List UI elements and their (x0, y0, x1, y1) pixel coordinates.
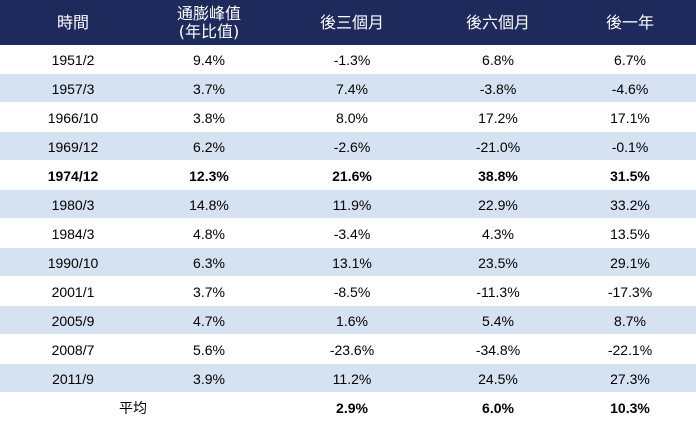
after-1y-cell: 8.7% (614, 312, 646, 329)
date-cell: 2005/9 (51, 312, 95, 329)
date-cell: 1990/10 (47, 254, 99, 271)
after-3m-cell: 7.4% (336, 80, 368, 97)
date-cell: 2001/1 (51, 283, 95, 300)
peak-cell: 4.8% (193, 225, 225, 242)
after-6m-cell: 24.5% (478, 370, 518, 387)
after-6m-cell: 38.8% (478, 167, 518, 184)
date-cell: 1951/2 (51, 51, 95, 68)
table-row: 1990/10 6.3% 13.1% 23.5% 29.1% (0, 248, 696, 277)
after-6m-cell: -34.8% (475, 341, 521, 358)
table-row: 2011/9 3.9% 11.2% 24.5% 27.3% (0, 364, 696, 393)
date-cell: 1974/12 (47, 167, 99, 184)
after-3m-cell: 11.2% (332, 370, 372, 387)
after-1y-cell: 6.7% (614, 51, 646, 68)
header-date: 時間 (56, 12, 89, 32)
table-row: 1951/2 9.4% -1.3% 6.8% 6.7% (0, 45, 696, 74)
after-1y-cell: -0.1% (611, 138, 649, 155)
after-3m-cell: 21.6% (332, 167, 372, 184)
after-3m-cell: -2.6% (333, 138, 371, 155)
after-1y-cell: 17.1% (610, 109, 650, 126)
date-cell: 2008/7 (51, 341, 95, 358)
after-6m-cell: -21.0% (475, 138, 521, 155)
after-1y-cell: 29.1% (610, 254, 650, 271)
after-1y-cell: 33.2% (610, 196, 650, 213)
date-cell: 1957/3 (51, 80, 95, 97)
after-1y-cell: 13.5% (610, 225, 650, 242)
after-6m-cell: -11.3% (476, 283, 520, 300)
table-row: 1957/3 3.7% 7.4% -3.8% -4.6% (0, 74, 696, 103)
after-1y-cell: -17.3% (607, 283, 653, 300)
after-6m-cell: 6.8% (482, 51, 514, 68)
average-1y-cell: 10.3% (610, 399, 650, 416)
peak-cell: 14.8% (189, 196, 229, 213)
after-6m-cell: 17.2% (478, 109, 518, 126)
after-3m-cell: 13.1% (332, 254, 372, 271)
after-1y-cell: 27.3% (610, 370, 650, 387)
peak-cell: 6.2% (193, 138, 225, 155)
after-1y-cell: -4.6% (611, 80, 649, 97)
table-header: 時間 通膨峰值 (年比值) 後三個月 後六個月 後一年 (0, 0, 696, 45)
table-row: 2008/7 5.6% -23.6% -34.8% -22.1% (0, 335, 696, 364)
header-inflation-peak: 通膨峰值 (年比值) (146, 0, 272, 45)
average-6m-cell: 6.0% (482, 399, 514, 416)
date-cell: 1966/10 (47, 109, 99, 126)
table-row: 1984/3 4.8% -3.4% 4.3% 13.5% (0, 219, 696, 248)
after-3m-cell: 8.0% (336, 109, 368, 126)
peak-cell: 3.8% (193, 109, 225, 126)
date-cell: 1984/3 (51, 225, 95, 242)
table-row: 1974/12 12.3% 21.6% 38.8% 31.5% (0, 161, 696, 190)
peak-cell: 9.4% (193, 51, 225, 68)
peak-cell: 12.3% (189, 167, 229, 184)
date-cell: 1969/12 (47, 138, 99, 155)
date-cell: 1980/3 (51, 196, 95, 213)
average-row: 平均 2.9% 6.0% 10.3% (0, 393, 696, 423)
after-3m-cell: -8.5% (333, 283, 371, 300)
peak-cell: 4.7% (193, 312, 225, 329)
header-1-year: 後一年 (605, 12, 654, 32)
after-6m-cell: 4.3% (482, 225, 514, 242)
peak-cell: 6.3% (193, 254, 225, 271)
after-6m-cell: -3.8% (479, 80, 517, 97)
table-row: 2001/1 3.7% -8.5% -11.3% -17.3% (0, 277, 696, 306)
table-row: 1980/3 14.8% 11.9% 22.9% 33.2% (0, 190, 696, 219)
header-3-months: 後三個月 (319, 12, 384, 32)
table-row: 1969/12 6.2% -2.6% -21.0% -0.1% (0, 132, 696, 161)
peak-cell: 5.6% (193, 341, 225, 358)
peak-cell: 3.7% (193, 80, 225, 97)
date-cell: 2011/9 (52, 370, 94, 387)
after-6m-cell: 22.9% (478, 196, 518, 213)
after-3m-cell: -1.3% (333, 51, 371, 68)
after-6m-cell: 23.5% (478, 254, 518, 271)
header-inflation-peak-label: 通膨峰值 (年比值) (176, 3, 241, 41)
after-3m-cell: 11.9% (332, 196, 372, 213)
table-row: 2005/9 4.7% 1.6% 5.4% 8.7% (0, 306, 696, 335)
peak-cell: 3.7% (193, 283, 225, 300)
after-3m-cell: 1.6% (336, 312, 368, 329)
average-3m-cell: 2.9% (336, 399, 368, 416)
after-1y-cell: -22.1% (607, 341, 653, 358)
header-6-months: 後六個月 (465, 12, 530, 32)
after-6m-cell: 5.4% (482, 312, 514, 329)
after-3m-cell: -23.6% (329, 341, 375, 358)
after-1y-cell: 31.5% (610, 167, 650, 184)
table-row: 1966/10 3.8% 8.0% 17.2% 17.1% (0, 103, 696, 132)
average-label: 平均 (119, 400, 147, 417)
peak-cell: 3.9% (193, 370, 225, 387)
after-3m-cell: -3.4% (333, 225, 371, 242)
